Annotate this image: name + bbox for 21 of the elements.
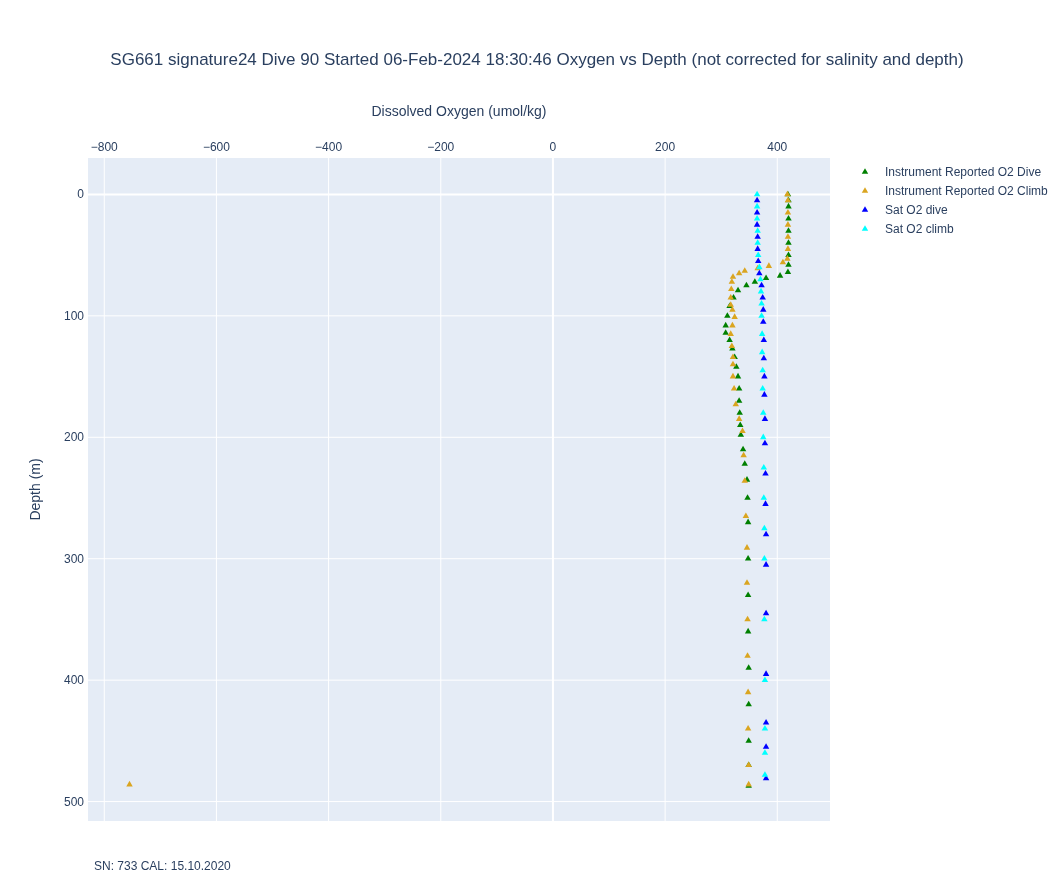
x-tick-label: 400 <box>767 140 788 154</box>
legend-label: Instrument Reported O2 Dive <box>885 165 1042 179</box>
y-tick-label: 200 <box>63 430 85 445</box>
chart-title: SG661 signature24 Dive 90 Started 06-Feb-2024 18:30:46 Oxygen vs Depth (not corrected for salinity and depth) <box>110 50 964 69</box>
legend-label: Sat O2 dive <box>885 203 949 217</box>
x-tick-label: 0 <box>549 140 557 154</box>
x-tick-label: −400 <box>315 140 343 154</box>
legend-label: Instrument Reported O2 Climb <box>885 184 1049 198</box>
text: SN: 733 CAL: 15.10.2020 <box>94 859 232 873</box>
x-tick-label: −600 <box>202 140 231 154</box>
y-tick-label: 300 <box>63 551 85 566</box>
y-tick-label: 0 <box>77 187 85 202</box>
y-axis-title: Depth (m) <box>27 458 43 521</box>
y-tick-label: 400 <box>63 673 85 688</box>
y-tick-label: 100 <box>63 308 85 323</box>
legend-label: Sat O2 climb <box>885 222 955 236</box>
x-tick-label: −800 <box>90 140 119 154</box>
x-tick-label: 200 <box>655 140 676 154</box>
x-tick-label: −200 <box>427 140 455 154</box>
x-axis-title: Dissolved Oxygen (umol/kg) <box>371 103 547 119</box>
y-tick-label: 500 <box>63 794 85 809</box>
